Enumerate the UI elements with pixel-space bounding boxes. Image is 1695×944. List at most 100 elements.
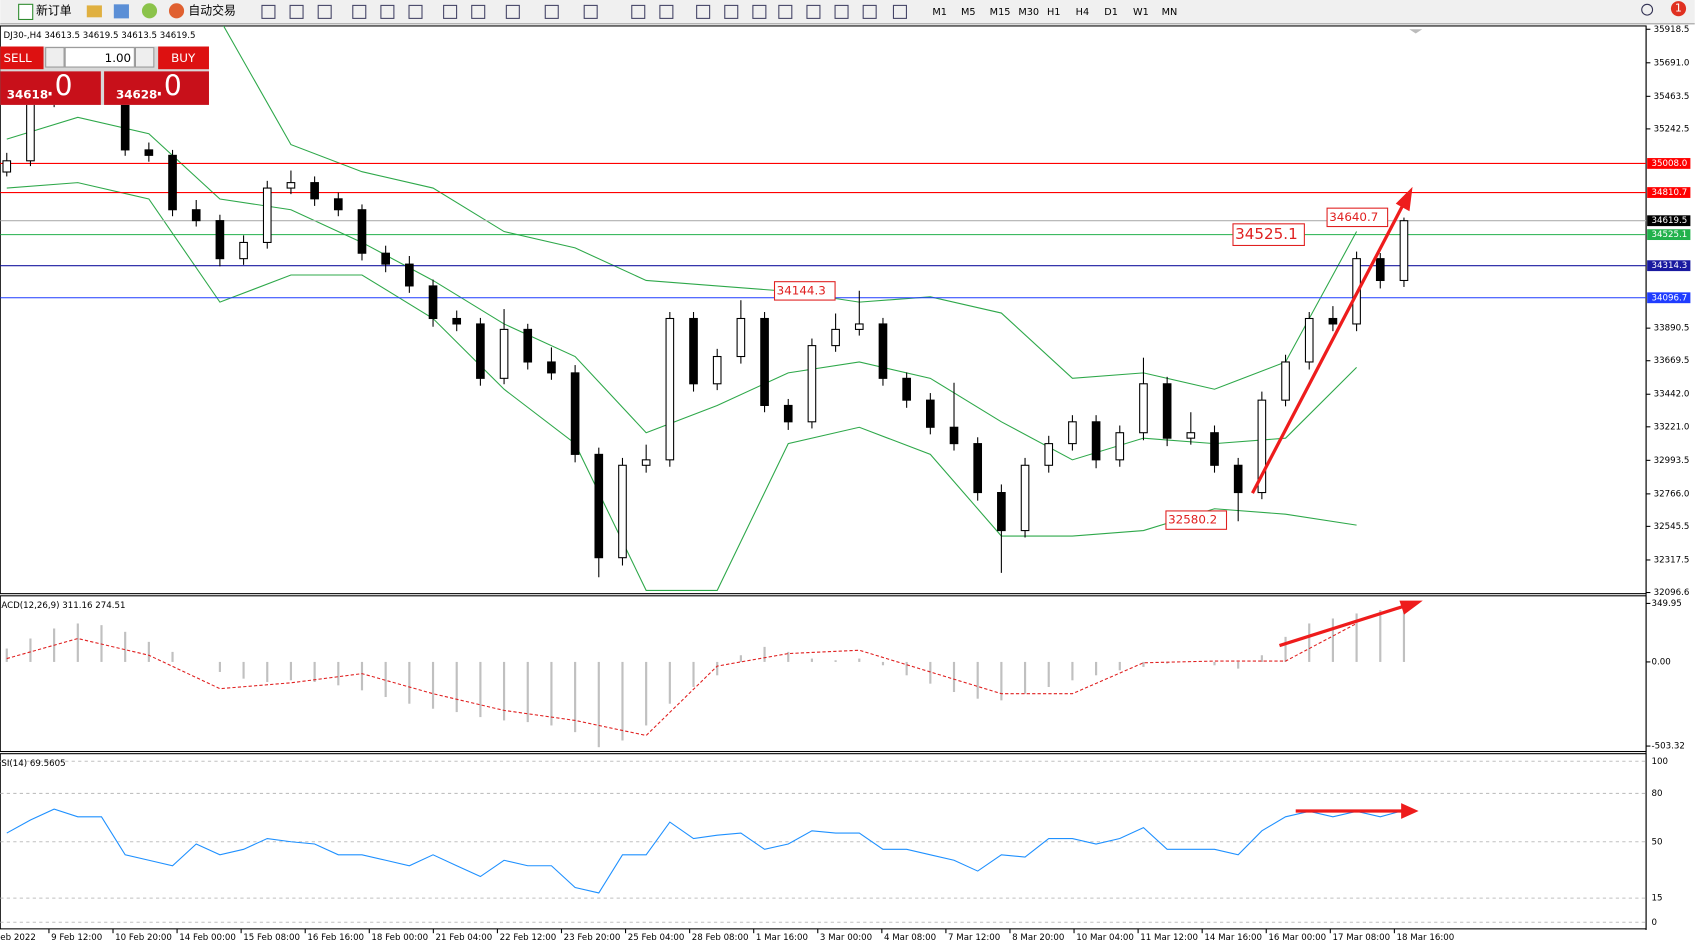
- lot-input[interactable]: [64, 47, 135, 68]
- toolbar-icon[interactable]: [141, 3, 158, 19]
- new-order-icon[interactable]: [18, 3, 34, 21]
- search-icon[interactable]: [1641, 3, 1654, 16]
- candle-body: [831, 328, 840, 347]
- y-tick-label: 80: [1651, 789, 1662, 799]
- macd-bar: [929, 661, 932, 684]
- toolbar-icon[interactable]: [806, 4, 821, 19]
- bid-box[interactable]: [0, 71, 101, 105]
- macd-bar: [408, 661, 411, 704]
- candle-body: [926, 399, 935, 428]
- candle-body: [547, 361, 556, 374]
- toolbar-icon[interactable]: [443, 4, 458, 19]
- macd-bar: [1118, 661, 1121, 671]
- axes: 35918.5 35691.0 35463.5 35242.5 33890.5 33669…: [0, 25, 1691, 943]
- toolbar-icon[interactable]: [696, 4, 711, 19]
- buy-label[interactable]: BUY: [171, 51, 196, 65]
- candle-body: [333, 198, 343, 211]
- y-tick-label: 50: [1651, 837, 1662, 847]
- sell-button[interactable]: [0, 46, 44, 70]
- toolbar-icon[interactable]: [505, 4, 520, 19]
- toolbar-icon[interactable]: [352, 4, 367, 19]
- macd-bar: [479, 661, 482, 718]
- arrow-head: [1399, 600, 1423, 615]
- candle-body: [191, 209, 201, 222]
- price-label: 35008.0: [1651, 159, 1687, 169]
- macd-bar: [1379, 610, 1382, 662]
- macd-bar: [905, 661, 908, 676]
- macd-bar: [124, 631, 127, 662]
- y-tick-label: 349.95: [1651, 599, 1681, 609]
- macd-bar: [1047, 661, 1050, 687]
- y-tick-label: 33442.0: [1654, 390, 1690, 400]
- candle-body: [878, 323, 888, 379]
- macd-title: ACD(12,26,9) 311.16 274.51: [1, 601, 125, 611]
- candle-body: [26, 100, 35, 162]
- new-order-button[interactable]: 新订单: [36, 3, 72, 17]
- notification-badge[interactable]: [1670, 1, 1687, 17]
- sell-label[interactable]: SELL: [4, 51, 33, 65]
- toolbar-icon[interactable]: [261, 4, 276, 19]
- toolbar-icon[interactable]: [408, 4, 423, 19]
- auto-trading-icon[interactable]: [168, 3, 185, 19]
- bid-price[interactable]: 34618: [7, 88, 48, 102]
- macd-bar: [1355, 613, 1358, 662]
- toolbar-icon[interactable]: [471, 4, 486, 19]
- x-tick-label: 10 Feb 20:00: [115, 933, 172, 943]
- timeframe-button[interactable]: H4: [1076, 7, 1090, 18]
- timeframe-button[interactable]: D1: [1104, 7, 1118, 18]
- toolbar-icon[interactable]: [380, 4, 395, 19]
- timeframe-button[interactable]: W1: [1133, 7, 1149, 18]
- x-tick-label: 15 Feb 08:00: [243, 933, 300, 943]
- candle-body: [215, 220, 225, 260]
- toolbar-icon[interactable]: [86, 5, 102, 18]
- toolbar-icon[interactable]: [659, 4, 674, 19]
- auto-trading-button[interactable]: 自动交易: [188, 3, 235, 17]
- toolbar-icon[interactable]: [724, 4, 739, 19]
- toolbar-icon[interactable]: [778, 4, 793, 19]
- y-tick-label: 0: [1651, 918, 1657, 928]
- lot-up[interactable]: [134, 47, 155, 68]
- macd-bar: [29, 638, 32, 662]
- macd-bar: [1284, 636, 1287, 662]
- toolbar-icon[interactable]: [892, 4, 907, 19]
- x-tick-label: 7 Mar 12:00: [948, 933, 1000, 943]
- timeframe-button[interactable]: H1: [1047, 7, 1061, 18]
- bid-fraction[interactable]: .0: [46, 70, 73, 103]
- notification-count: 1: [1675, 2, 1682, 15]
- ask-box[interactable]: [104, 71, 209, 105]
- timeframe-button[interactable]: M30: [1018, 7, 1039, 18]
- macd-bar: [266, 661, 269, 682]
- ask-price[interactable]: 34628: [116, 88, 157, 102]
- main-chart: [0, 25, 1647, 591]
- buy-button[interactable]: [158, 46, 209, 70]
- x-tick-label: 18 Feb 00:00: [371, 933, 428, 943]
- candle-body: [949, 426, 959, 445]
- lot-down[interactable]: [45, 47, 65, 68]
- toolbar-icon[interactable]: [544, 4, 559, 19]
- toolbar-icon[interactable]: [631, 4, 646, 19]
- macd-bar: [1260, 655, 1263, 662]
- toolbar-icon[interactable]: [752, 4, 767, 19]
- candle-body: [2, 160, 12, 173]
- timeframe-button[interactable]: M5: [961, 7, 976, 18]
- toolbar-icon[interactable]: [317, 4, 332, 19]
- x-tick-label: 16 Feb 16:00: [307, 933, 364, 943]
- toolbar-icon[interactable]: [834, 4, 849, 19]
- rsi-line: [6, 808, 1405, 894]
- annotation-box: [773, 281, 836, 301]
- macd-bar: [431, 661, 435, 709]
- ask-fraction[interactable]: .0: [155, 70, 182, 103]
- lot-value[interactable]: 1.00: [105, 51, 131, 65]
- macd-signal: [6, 622, 1357, 737]
- toolbar-icon[interactable]: [113, 4, 129, 19]
- timeframe-button[interactable]: M15: [990, 7, 1011, 18]
- x-tick-label: 23 Feb 20:00: [564, 933, 621, 943]
- toolbar-icon[interactable]: [289, 4, 304, 19]
- timeframe-button[interactable]: MN: [1162, 7, 1178, 18]
- macd-bar: [574, 661, 577, 733]
- candle-body: [286, 182, 296, 189]
- y-tick-label: 35463.5: [1654, 92, 1690, 102]
- timeframe-button[interactable]: M1: [932, 7, 947, 18]
- toolbar-icon[interactable]: [583, 4, 598, 19]
- toolbar-icon[interactable]: [862, 4, 877, 19]
